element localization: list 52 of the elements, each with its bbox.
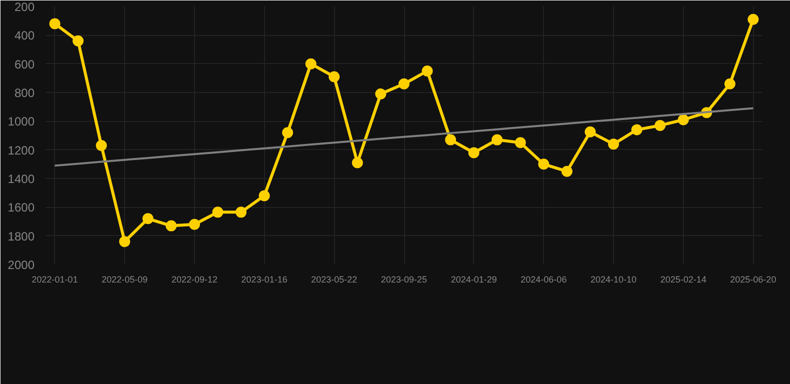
x-tick-label: 2022-01-01	[32, 274, 78, 284]
y-tick-label: 200	[14, 0, 35, 14]
x-tick-label: 2024-10-10	[590, 274, 637, 284]
x-tick-label: 2022-05-09	[102, 274, 148, 284]
point	[212, 206, 224, 218]
point	[445, 134, 456, 146]
point	[608, 138, 620, 150]
point	[561, 166, 572, 177]
point	[468, 147, 480, 158]
point	[631, 124, 642, 136]
point	[514, 137, 526, 148]
y-tick-label: 1200	[8, 143, 35, 158]
point	[678, 114, 689, 126]
x-tick-label: 2023-01-16	[241, 274, 288, 284]
point	[724, 78, 736, 90]
y-tick-label: 400	[14, 28, 35, 43]
point	[352, 157, 363, 168]
y-tick-label: 1800	[8, 229, 35, 244]
y-tick-label: 800	[14, 86, 35, 100]
point	[188, 218, 200, 230]
x-tick-label: 2022-09-12	[171, 274, 218, 284]
x-tick-label: 2025-06-20	[730, 274, 776, 284]
point	[375, 88, 386, 100]
point	[119, 236, 130, 248]
point	[748, 14, 759, 25]
y-tick-label: 1600	[8, 200, 35, 215]
y-tick-label: 2000	[8, 258, 35, 272]
point	[398, 78, 410, 90]
point	[584, 126, 596, 138]
point	[282, 127, 294, 138]
point	[49, 18, 60, 30]
x-tick-label: 2025-02-14	[660, 274, 706, 284]
point	[258, 190, 270, 202]
y-tick-label: 600	[14, 57, 35, 72]
point	[492, 134, 503, 146]
point	[72, 35, 84, 46]
x-tick-label: 2024-06-06	[520, 274, 567, 284]
point	[96, 140, 107, 152]
point	[538, 158, 550, 170]
point	[422, 66, 433, 76]
point	[328, 71, 340, 82]
y-tick-label: 1400	[8, 172, 35, 186]
point	[166, 220, 177, 232]
x-tick-label: 2023-09-25	[380, 274, 428, 284]
y-tick-label: 1000	[8, 114, 35, 129]
x-tick-label: 2024-01-29	[450, 274, 497, 284]
point	[236, 206, 247, 218]
point	[142, 213, 154, 224]
point	[305, 58, 316, 70]
line-series	[54, 107, 754, 167]
x-tick-label: 2023-05-22	[311, 274, 358, 284]
point	[654, 120, 666, 131]
